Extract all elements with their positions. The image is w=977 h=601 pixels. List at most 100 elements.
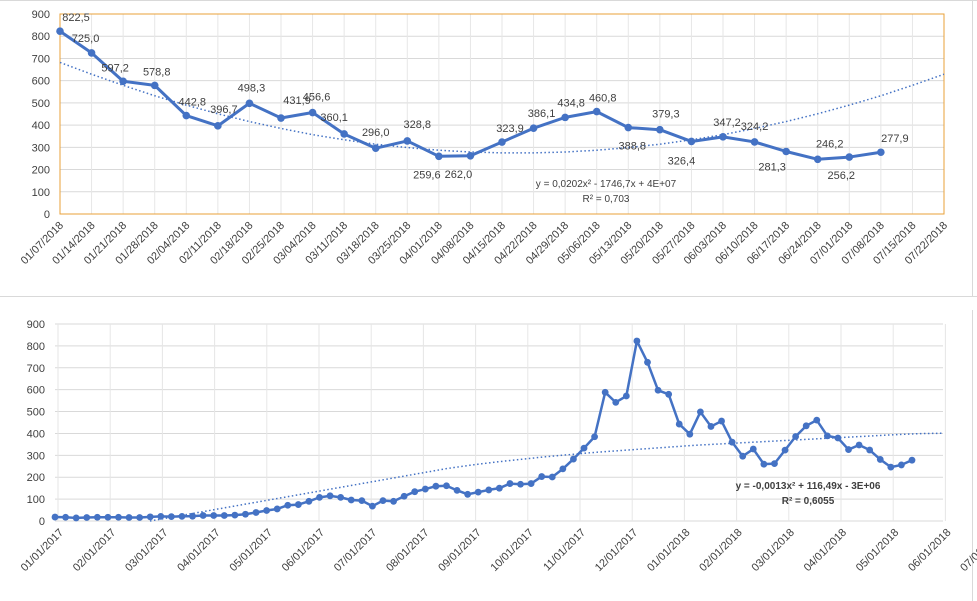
data-label: 259,6	[413, 169, 441, 181]
data-point	[749, 445, 757, 453]
data-point	[136, 514, 144, 521]
data-point	[62, 513, 69, 521]
data-point	[210, 512, 218, 519]
x-axis-tick-labels: 01/01/2017 02/01/2017 03/01/2017 04/01/2017…	[19, 527, 977, 574]
data-label: 822,5	[62, 12, 90, 24]
data-label: 498,3	[238, 82, 266, 94]
gridlines	[55, 323, 946, 522]
data-point	[813, 416, 821, 424]
x-tick-label: 09/01/2017	[436, 527, 483, 574]
data-point	[337, 493, 345, 501]
data-point	[245, 99, 254, 108]
y-tick-label: 900	[32, 9, 50, 21]
data-point	[252, 509, 260, 516]
y-tick-label: 100	[27, 494, 45, 506]
data-point	[813, 155, 822, 164]
x-tick-label: 03/01/2018	[750, 527, 797, 574]
data-point	[400, 492, 408, 500]
data-point	[358, 497, 366, 505]
data-point	[432, 482, 440, 490]
data-label: 347,2	[713, 117, 741, 129]
data-point	[284, 501, 292, 509]
data-point	[146, 513, 154, 521]
x-tick-label: 01/01/2017	[19, 527, 66, 574]
data-point	[760, 460, 768, 468]
y-tick-label: 600	[32, 76, 50, 88]
data-point	[157, 513, 165, 520]
data-point	[403, 137, 412, 145]
data-point	[845, 153, 854, 161]
y-tick-label: 200	[32, 165, 50, 177]
top-divider	[0, 0, 977, 1]
y-tick-label: 400	[27, 428, 45, 440]
data-label: 725,0	[72, 33, 100, 45]
y-tick-label: 800	[32, 31, 50, 43]
data-label: 281,3	[758, 161, 786, 173]
data-point	[877, 148, 885, 157]
data-point	[421, 485, 429, 493]
data-point	[622, 392, 630, 400]
data-label: 379,3	[652, 109, 680, 121]
y-tick-label: 500	[32, 98, 50, 110]
data-point	[371, 144, 380, 153]
trendline-equation: y = -0,0013x² + 116,49x - 3E+06	[736, 481, 881, 492]
data-point	[305, 497, 313, 505]
x-tick-label: 06/01/2017	[280, 527, 327, 574]
trendline-r-squared: R² = 0,6055	[782, 496, 835, 507]
data-label: 296,0	[362, 127, 390, 139]
data-point	[887, 463, 895, 471]
data-label: 434,8	[557, 97, 585, 109]
x-tick-label: 07/01/2017	[332, 527, 379, 574]
data-label: 456,6	[303, 92, 331, 104]
data-point	[347, 496, 355, 504]
data-point	[686, 430, 694, 438]
data-point	[633, 337, 641, 345]
data-label: 431,9	[283, 95, 311, 107]
data-point	[739, 452, 747, 460]
right-divider-top	[972, 0, 973, 296]
data-point	[453, 486, 461, 494]
x-tick-label: 02/01/2017	[71, 527, 118, 574]
data-point	[696, 408, 704, 416]
data-point	[474, 488, 482, 496]
x-tick-label: 01/01/2018	[645, 527, 692, 574]
data-label: 256,2	[828, 170, 856, 182]
data-label: 386,1	[528, 108, 556, 120]
data-point	[119, 77, 127, 86]
series-path	[54, 339, 913, 520]
data-point	[220, 512, 228, 519]
y-tick-label: 100	[32, 187, 50, 199]
data-point	[834, 434, 842, 442]
data-point	[93, 513, 101, 521]
data-point	[242, 510, 249, 518]
data-point	[51, 513, 59, 521]
x-tick-label: 03/01/2017	[123, 527, 170, 574]
data-point	[495, 484, 503, 492]
data-point	[612, 398, 620, 406]
data-point	[580, 444, 588, 452]
data-point	[876, 456, 884, 463]
data-point	[150, 81, 159, 90]
x-tick-label: 02/01/2018	[697, 527, 744, 574]
data-point	[624, 123, 633, 132]
y-tick-label: 500	[27, 407, 45, 419]
data-point	[340, 130, 348, 138]
data-point	[498, 138, 506, 146]
data-label: 323,9	[496, 123, 524, 135]
data-label: 597,2	[101, 62, 129, 74]
data-point	[656, 125, 664, 134]
x-tick-label: 08/01/2017	[384, 527, 431, 574]
data-point	[781, 446, 789, 454]
series-line	[56, 27, 885, 164]
data-point	[72, 514, 80, 522]
data-point	[125, 514, 133, 521]
data-label: 578,8	[143, 66, 171, 78]
data-point	[308, 108, 317, 117]
x-tick-label: 06/01/2018	[906, 527, 953, 574]
y-tick-label: 900	[27, 319, 45, 331]
data-point	[87, 49, 96, 57]
data-point	[263, 507, 271, 514]
y-tick-label: 0	[44, 209, 50, 221]
x-tick-label: 04/01/2017	[175, 527, 222, 574]
